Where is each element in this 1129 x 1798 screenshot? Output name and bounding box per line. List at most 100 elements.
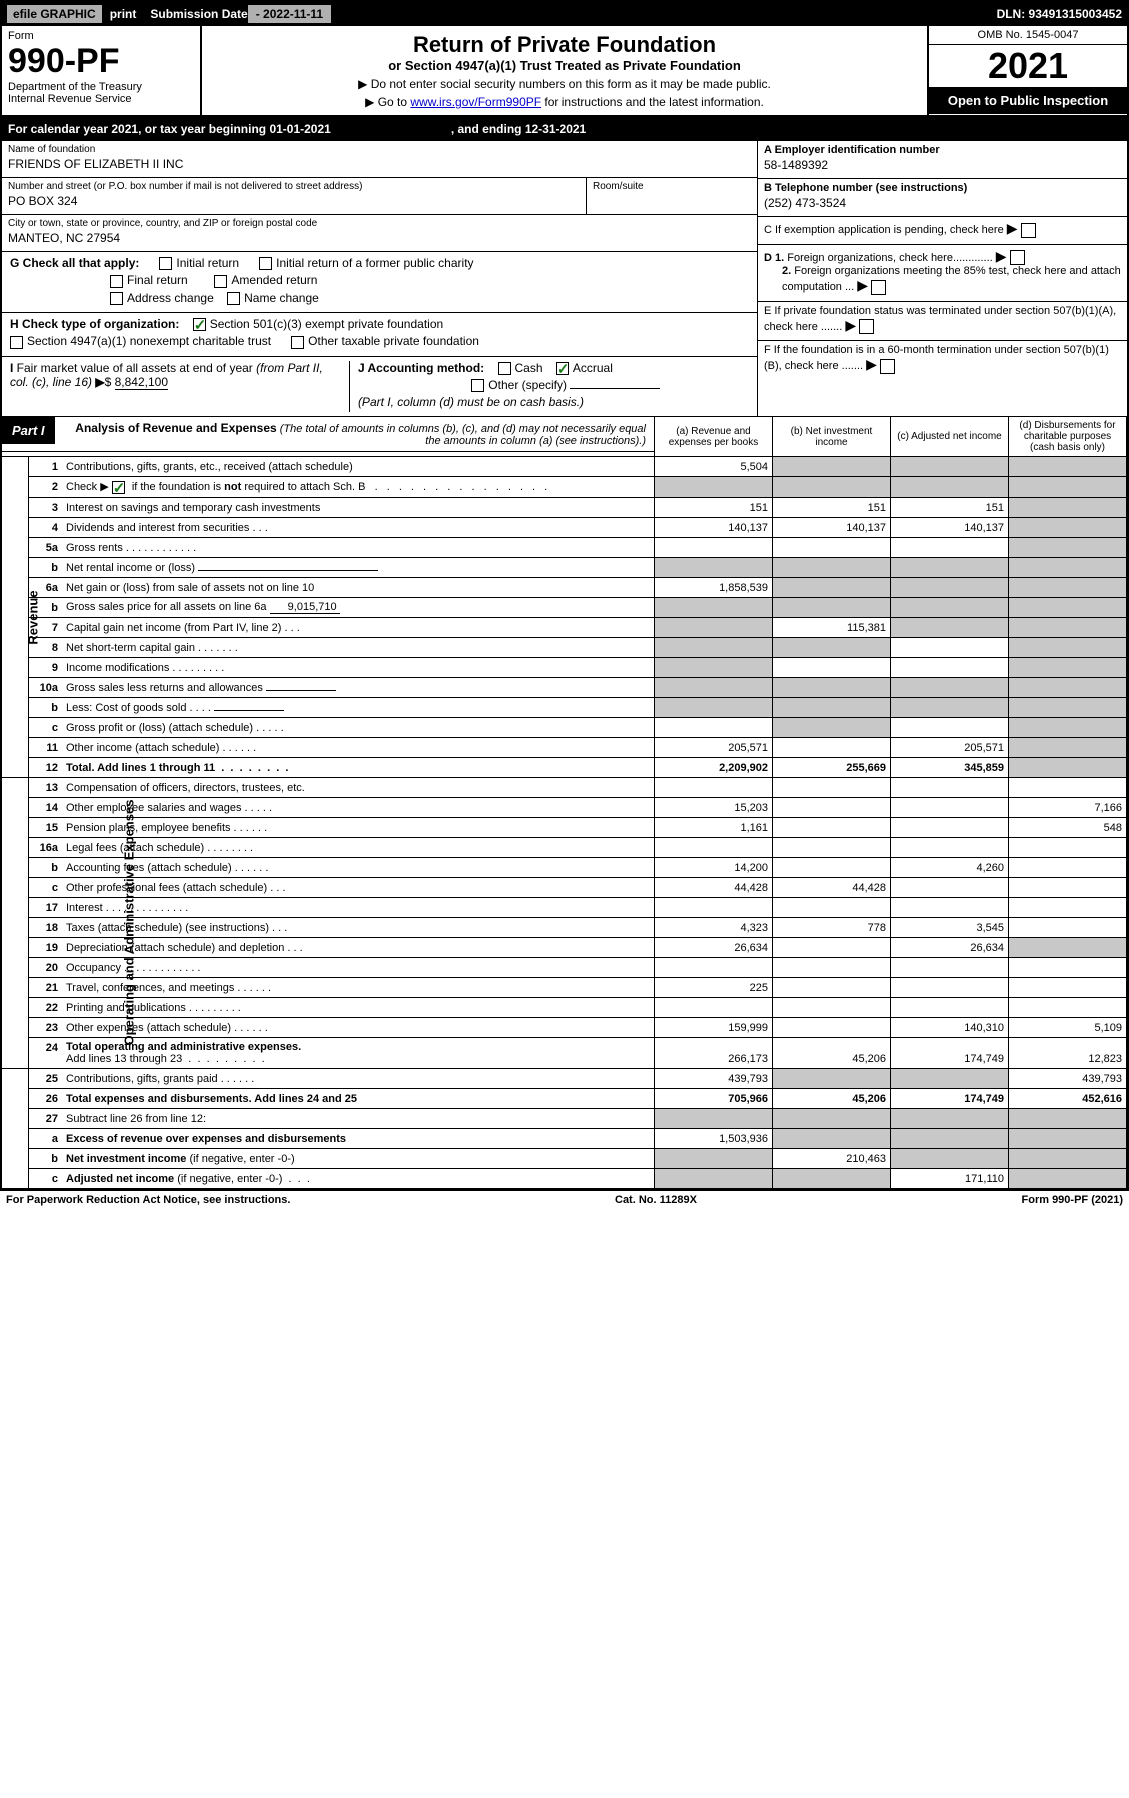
cell-d: 7,166 bbox=[1009, 797, 1127, 817]
line-num: a bbox=[28, 1128, 62, 1148]
table-row: 18Taxes (attach schedule) (see instructi… bbox=[2, 917, 1127, 937]
line-num: 22 bbox=[28, 997, 62, 1017]
cell-c bbox=[891, 537, 1009, 557]
table-row: cGross profit or (loss) (attach schedule… bbox=[2, 717, 1127, 737]
opt-cash: Cash bbox=[515, 361, 543, 375]
line-desc: Legal fees (attach schedule) . . . . . .… bbox=[62, 837, 655, 857]
line-desc: Pension plans, employee benefits . . . .… bbox=[62, 817, 655, 837]
cell-a bbox=[655, 717, 773, 737]
cell-c bbox=[891, 717, 1009, 737]
cell-b bbox=[773, 457, 891, 477]
table-row: 15Pension plans, employee benefits . . .… bbox=[2, 817, 1127, 837]
print-link[interactable]: print bbox=[110, 7, 137, 21]
chk-other-taxable[interactable] bbox=[291, 336, 304, 349]
submission-date: - 2022-11-11 bbox=[248, 5, 331, 23]
cell-d bbox=[1009, 557, 1127, 577]
opt-final: Final return bbox=[127, 273, 188, 287]
chk-amended[interactable] bbox=[214, 275, 227, 288]
cell-a: 2,209,902 bbox=[655, 757, 773, 777]
opt-other-method: Other (specify) bbox=[488, 378, 567, 392]
address: PO BOX 324 bbox=[8, 194, 580, 208]
chk-501c3[interactable] bbox=[193, 318, 206, 331]
chk-name-change[interactable] bbox=[227, 292, 240, 305]
d-field: D 1. Foreign organizations, check here..… bbox=[758, 245, 1127, 302]
chk-cash[interactable] bbox=[498, 362, 511, 375]
cell-d: 5,109 bbox=[1009, 1017, 1127, 1037]
line-desc: Total operating and administrative expen… bbox=[62, 1037, 655, 1068]
chk-accrual[interactable] bbox=[556, 362, 569, 375]
cell-c: 140,137 bbox=[891, 517, 1009, 537]
ein: 58-1489392 bbox=[764, 158, 1121, 172]
line-desc: Gross profit or (loss) (attach schedule)… bbox=[62, 717, 655, 737]
chk-final[interactable] bbox=[110, 275, 123, 288]
line-desc: Gross rents . . . . . . . . . . . . bbox=[62, 537, 655, 557]
chk-schb[interactable] bbox=[112, 481, 125, 494]
chk-other-method[interactable] bbox=[471, 379, 484, 392]
chk-d2[interactable] bbox=[871, 280, 886, 295]
f-field: F If the foundation is in a 60-month ter… bbox=[758, 341, 1127, 380]
section-h: H Check type of organization: Section 50… bbox=[2, 313, 757, 357]
d2-text: Foreign organizations meeting the 85% te… bbox=[782, 265, 1121, 293]
line-num: 1 bbox=[28, 457, 62, 477]
line-num: b bbox=[28, 557, 62, 577]
chk-e[interactable] bbox=[859, 319, 874, 334]
line-num: c bbox=[28, 717, 62, 737]
opt-initial-former: Initial return of a former public charit… bbox=[276, 256, 473, 270]
chk-4947[interactable] bbox=[10, 336, 23, 349]
cell-c: 26,634 bbox=[891, 937, 1009, 957]
table-row: 8Net short-term capital gain . . . . . .… bbox=[2, 637, 1127, 657]
line-desc: Interest on savings and temporary cash i… bbox=[62, 497, 655, 517]
cell-b: 778 bbox=[773, 917, 891, 937]
cell-a bbox=[655, 617, 773, 637]
info-left: Name of foundation FRIENDS OF ELIZABETH … bbox=[2, 141, 757, 416]
cell-b bbox=[773, 1068, 891, 1088]
line-num: 25 bbox=[28, 1068, 62, 1088]
cell-b bbox=[773, 817, 891, 837]
info-block: Name of foundation FRIENDS OF ELIZABETH … bbox=[2, 141, 1127, 416]
line-desc: Other expenses (attach schedule) . . . .… bbox=[62, 1017, 655, 1037]
instr-1: ▶ Do not enter social security numbers o… bbox=[212, 77, 917, 91]
form-header: Form 990-PF Department of the Treasury I… bbox=[2, 26, 1127, 117]
cell-a bbox=[655, 477, 773, 498]
opt-other-taxable: Other taxable private foundation bbox=[308, 334, 479, 348]
submission-label: Submission Date bbox=[150, 7, 247, 21]
table-row: Revenue 1 Contributions, gifts, grants, … bbox=[2, 457, 1127, 477]
instr-2: ▶ Go to www.irs.gov/Form990PF for instru… bbox=[212, 95, 917, 109]
cell-c: 140,310 bbox=[891, 1017, 1009, 1037]
cell-d bbox=[1009, 1148, 1127, 1168]
cell-a: 225 bbox=[655, 977, 773, 997]
chk-d1[interactable] bbox=[1010, 250, 1025, 265]
header-mid: Return of Private Foundation or Section … bbox=[202, 26, 927, 115]
table-row: bGross sales price for all assets on lin… bbox=[2, 597, 1127, 617]
b-label: B Telephone number (see instructions) bbox=[764, 182, 967, 194]
table-row: aExcess of revenue over expenses and dis… bbox=[2, 1128, 1127, 1148]
table-row: bNet investment income (if negative, ent… bbox=[2, 1148, 1127, 1168]
cell-c: 174,749 bbox=[891, 1088, 1009, 1108]
cal-begin: For calendar year 2021, or tax year begi… bbox=[8, 122, 331, 136]
form-container: efile GRAPHIC print Submission Date - 20… bbox=[0, 0, 1129, 1191]
cell-d: 548 bbox=[1009, 817, 1127, 837]
opt-501c3: Section 501(c)(3) exempt private foundat… bbox=[210, 317, 443, 331]
table-row: cAdjusted net income (if negative, enter… bbox=[2, 1168, 1127, 1188]
table-row: 7Capital gain net income (from Part IV, … bbox=[2, 617, 1127, 637]
chk-initial-return[interactable] bbox=[159, 257, 172, 270]
c-field: C If exemption application is pending, c… bbox=[758, 217, 1127, 245]
table-row: 2 Check ▶ if the foundation is not requi… bbox=[2, 477, 1127, 498]
ein-field: A Employer identification number 58-1489… bbox=[758, 141, 1127, 179]
other-method-blank bbox=[570, 388, 660, 389]
form-link[interactable]: www.irs.gov/Form990PF bbox=[410, 95, 541, 109]
cell-c bbox=[891, 657, 1009, 677]
cell-a: 439,793 bbox=[655, 1068, 773, 1088]
table-row: 27Subtract line 26 from line 12: bbox=[2, 1108, 1127, 1128]
chk-f[interactable] bbox=[880, 359, 895, 374]
line-desc: Income modifications . . . . . . . . . bbox=[62, 657, 655, 677]
chk-c[interactable] bbox=[1021, 223, 1036, 238]
arrow-icon: ▶ bbox=[996, 248, 1007, 264]
cell-d bbox=[1009, 497, 1127, 517]
cell-d bbox=[1009, 997, 1127, 1017]
line-desc: Net rental income or (loss) bbox=[62, 557, 655, 577]
chk-initial-former[interactable] bbox=[259, 257, 272, 270]
line-num: 20 bbox=[28, 957, 62, 977]
chk-address-change[interactable] bbox=[110, 292, 123, 305]
cell-b: 210,463 bbox=[773, 1148, 891, 1168]
